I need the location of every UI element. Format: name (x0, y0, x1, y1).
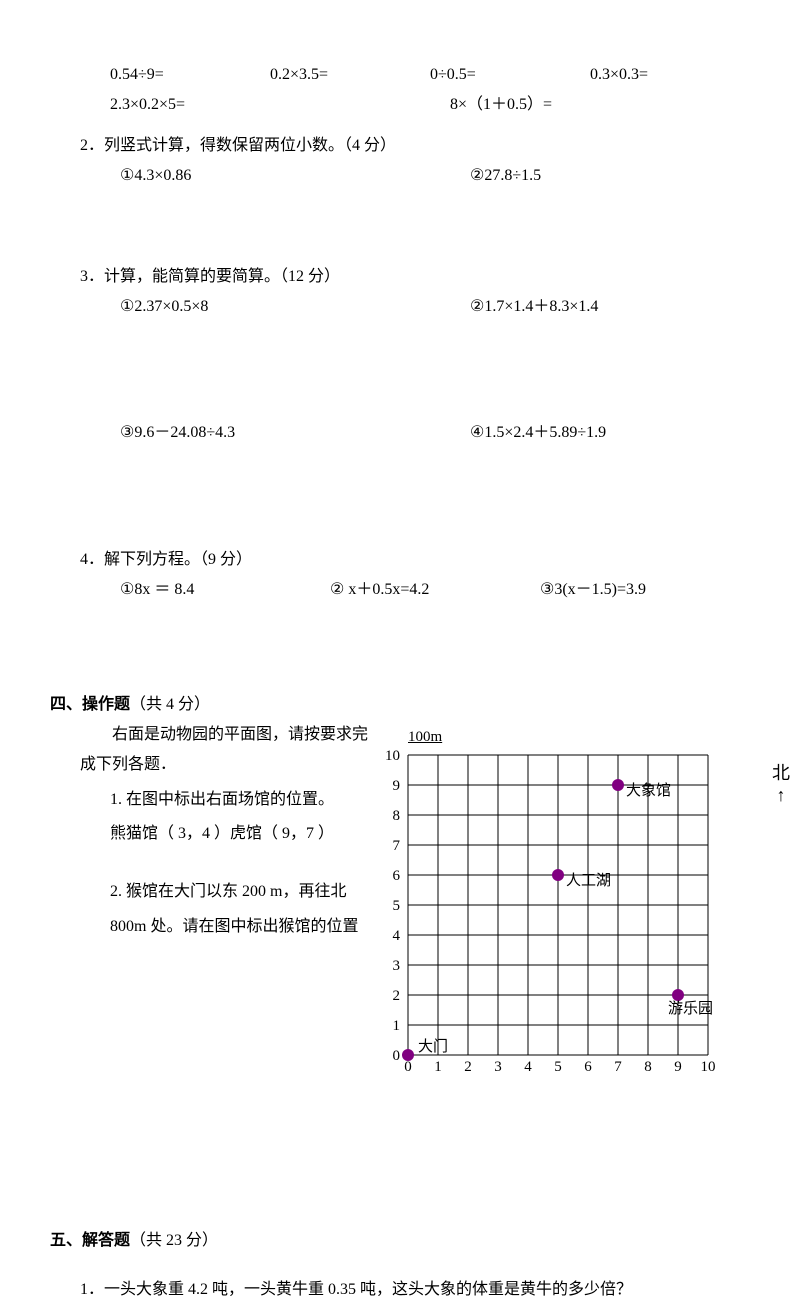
svg-text:9: 9 (393, 778, 401, 794)
svg-text:7: 7 (393, 838, 401, 854)
zoo-grid-chart: 100m 北↑ 001122334455667788991010大门大象馆人工湖… (380, 735, 780, 1085)
expr-text: 8×（1＋0.5）= (450, 90, 552, 120)
section-4-sub2b: 800m 处。请在图中标出猴馆的位置 (50, 912, 380, 942)
svg-text:10: 10 (701, 1059, 716, 1075)
expr-text: 0.2×3.5= (270, 60, 430, 90)
arrow-up-icon: ↑ (777, 785, 786, 805)
section-4-sub2a: 2. 猴馆在大门以东 200 m，再往北 (50, 877, 380, 907)
svg-text:2: 2 (464, 1059, 472, 1075)
svg-text:大象馆: 大象馆 (626, 782, 671, 799)
expr-text: ①2.37×0.5×8 (120, 292, 470, 322)
svg-text:7: 7 (614, 1059, 622, 1075)
svg-text:1: 1 (393, 1018, 401, 1034)
svg-text:3: 3 (393, 958, 401, 974)
svg-text:2: 2 (393, 988, 401, 1004)
north-indicator: 北↑ (772, 763, 790, 806)
expr-text: ③9.6－24.08÷4.3 (120, 418, 470, 448)
svg-text:6: 6 (393, 868, 401, 884)
expr-text: 2.3×0.2×5= (110, 90, 450, 120)
svg-text:6: 6 (584, 1059, 592, 1075)
expr-text: ②1.7×1.4＋8.3×1.4 (470, 292, 598, 322)
svg-text:游乐园: 游乐园 (668, 1000, 713, 1017)
grid-scale-label: 100m (408, 723, 442, 752)
svg-text:0: 0 (404, 1059, 412, 1075)
svg-text:4: 4 (524, 1059, 532, 1075)
expr-text: ③3(x－1.5)=3.9 (540, 575, 750, 605)
section-4-title: 四、操作题 (50, 696, 130, 713)
svg-text:1: 1 (434, 1059, 442, 1075)
expr-text: ①4.3×0.86 (120, 161, 470, 191)
question-4-title: 4．解下列方程。（9 分） (50, 545, 750, 575)
svg-text:5: 5 (393, 898, 401, 914)
svg-text:10: 10 (385, 748, 400, 764)
question-2-title: 2．列竖式计算，得数保留两位小数。（4 分） (50, 131, 750, 161)
svg-text:9: 9 (674, 1059, 682, 1075)
svg-text:0: 0 (393, 1048, 401, 1064)
expr-text: ② x＋0.5x=4.2 (330, 575, 540, 605)
svg-text:8: 8 (644, 1059, 652, 1075)
svg-text:大门: 大门 (418, 1038, 448, 1055)
expr-text: 0.54÷9= (110, 60, 270, 90)
expr-text: ①8x ＝ 8.4 (120, 575, 330, 605)
section-4-intro: 右面是动物园的平面图，请按要求完成下列各题． (50, 720, 380, 781)
svg-text:3: 3 (494, 1059, 502, 1075)
section-5-title: 五、解答题 (50, 1232, 130, 1249)
expr-text: ④1.5×2.4＋5.89÷1.9 (470, 418, 606, 448)
svg-text:5: 5 (554, 1059, 562, 1075)
svg-text:8: 8 (393, 808, 401, 824)
section-5-q1: 1．一头大象重 4.2 吨，一头黄牛重 0.35 吨，这头大象的体重是黄牛的多少… (50, 1275, 750, 1305)
expr-text: 0÷0.5= (430, 60, 590, 90)
section-5-points: （共 23 分） (130, 1232, 218, 1249)
section-4-sub1b: 熊猫馆（ 3，4 ）虎馆（ 9，7 ） (50, 819, 380, 849)
section-4-sub1: 1. 在图中标出右面场馆的位置。 (50, 785, 380, 815)
expr-text: 0.3×0.3= (590, 60, 750, 90)
section-4-points: （共 4 分） (130, 696, 210, 713)
svg-text:4: 4 (393, 928, 401, 944)
svg-text:人工湖: 人工湖 (566, 872, 611, 889)
expr-text: ②27.8÷1.5 (470, 161, 541, 191)
question-3-title: 3．计算，能简算的要简算。（12 分） (50, 262, 750, 292)
